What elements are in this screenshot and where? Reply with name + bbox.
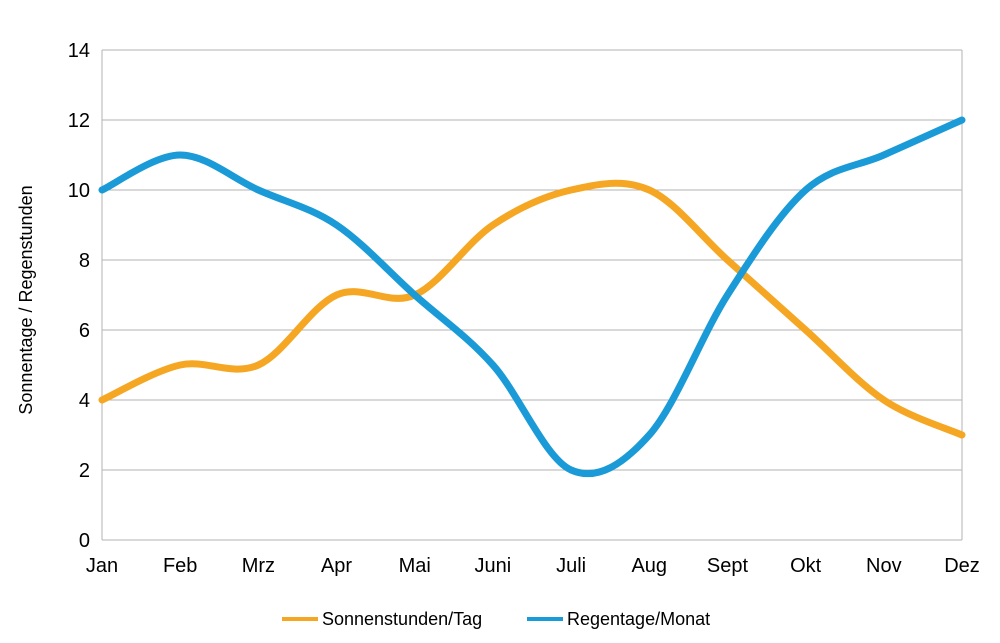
y-tick-labels: 0 2 4 6 8 10 12 14: [68, 40, 90, 552]
series-lines: [98, 116, 966, 478]
y-tick-label: 6: [79, 320, 90, 342]
x-tick-label: Juni: [475, 555, 512, 577]
y-tick-label: 0: [79, 530, 90, 552]
x-tick-label: Nov: [866, 555, 902, 577]
legend: Sonnenstunden/Tag Regentage/Monat: [282, 609, 710, 629]
y-tick-label: 10: [68, 180, 90, 202]
x-tick-label: Jan: [86, 555, 118, 577]
series-line-2: [98, 116, 966, 478]
x-tick-labels: Jan Feb Mrz Apr Mai Juni Juli Aug Sept Okt Nov Dez: [86, 555, 980, 577]
x-tick-label: Juli: [556, 555, 586, 577]
y-tick-label: 8: [79, 250, 90, 272]
x-tick-label: Okt: [790, 555, 822, 577]
y-tick-label: 2: [79, 460, 90, 482]
x-tick-label: Mai: [399, 555, 431, 577]
x-tick-label: Aug: [631, 555, 667, 577]
x-tick-label: Mrz: [242, 555, 275, 577]
series-line-1: [98, 179, 966, 439]
x-tick-label: Apr: [321, 555, 352, 577]
y-tick-label: 12: [68, 110, 90, 132]
x-tick-label: Dez: [944, 555, 980, 577]
x-tick-label: Sept: [707, 555, 749, 577]
grid-lines: [102, 49, 962, 541]
y-tick-label: 14: [68, 40, 90, 62]
y-axis-title: Sonnentage / Regenstunden: [16, 185, 36, 414]
axes: [101, 50, 963, 540]
x-tick-label: Feb: [163, 555, 197, 577]
y-tick-label: 4: [79, 390, 90, 412]
legend-label-2: Regentage/Monat: [567, 609, 710, 629]
legend-label-1: Sonnenstunden/Tag: [322, 609, 482, 629]
